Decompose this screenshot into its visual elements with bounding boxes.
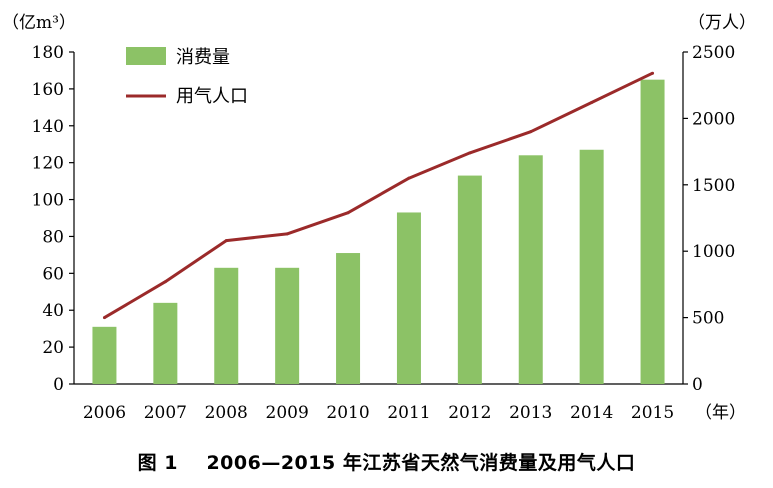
x-tick-label-2007: 2007 <box>144 403 187 423</box>
legend-label-population: 用气人口 <box>176 86 248 107</box>
point-2007 <box>163 280 167 284</box>
legend-label-consumption: 消费量 <box>176 47 230 68</box>
left-tick-label: 120 <box>32 154 64 174</box>
point-2009 <box>285 232 289 236</box>
point-2008 <box>224 239 228 243</box>
x-tick-label-2015: 2015 <box>631 403 674 423</box>
left-tick-label: 140 <box>32 117 64 137</box>
left-tick-label: 40 <box>42 301 64 321</box>
right-tick-label: 1500 <box>692 176 735 196</box>
point-2012 <box>468 151 472 155</box>
point-2010 <box>346 211 350 215</box>
x-tick-label-2014: 2014 <box>570 403 613 423</box>
bar-2009 <box>275 267 300 384</box>
legend-swatch-consumption <box>126 47 166 65</box>
bar-2015 <box>640 79 665 385</box>
left-tick-label: 80 <box>42 227 64 247</box>
bar-2010 <box>336 253 361 384</box>
figure-caption: 图 1 2006—2015 年江苏省天然气消费量及用气人口 <box>0 448 773 475</box>
x-tick-label-2012: 2012 <box>448 403 491 423</box>
bar-2014 <box>579 149 604 384</box>
left-tick-label: 100 <box>32 191 64 211</box>
figure-title: 2006—2015 年江苏省天然气消费量及用气人口 <box>206 452 636 474</box>
population-line-series <box>102 71 655 320</box>
left-tick-label: 20 <box>42 338 64 358</box>
figure-number: 图 1 <box>137 452 178 474</box>
point-2013 <box>529 130 533 134</box>
legend: 消费量 用气人口 <box>126 47 248 107</box>
x-tick-label-2013: 2013 <box>509 403 552 423</box>
right-tick-label: 1000 <box>692 242 735 262</box>
bar-2012 <box>457 175 482 384</box>
right-tick-label: 2000 <box>692 109 735 129</box>
bar-2006 <box>92 326 117 384</box>
consumption-bars <box>92 79 665 385</box>
bar-2013 <box>518 155 543 384</box>
point-2015 <box>651 71 655 75</box>
right-tick-label: 0 <box>692 375 703 395</box>
left-tick-label: 180 <box>32 43 64 63</box>
right-tick-label: 500 <box>692 309 724 329</box>
bar-2008 <box>214 267 239 384</box>
bar-2011 <box>396 212 421 384</box>
right-axis-unit: （万人） <box>688 13 756 33</box>
left-tick-label: 160 <box>32 80 64 100</box>
population-line <box>103 71 654 319</box>
x-tick-label-2008: 2008 <box>205 403 248 423</box>
point-2006 <box>102 316 106 320</box>
right-tick-labels: 0 500 1000 1500 2000 2500 <box>683 43 735 395</box>
x-tick-label-2006: 2006 <box>83 403 126 423</box>
left-axis-unit: （亿m³） <box>2 13 76 33</box>
x-tick-label-2009: 2009 <box>266 403 309 423</box>
point-2011 <box>407 176 411 180</box>
x-tick-label-2011: 2011 <box>387 403 430 423</box>
point-2014 <box>590 100 594 104</box>
category-tick-labels: 2006 2007 2008 2009 2010 2011 2012 2013 2014 2015 <box>83 403 674 423</box>
left-tick-label: 60 <box>42 264 64 284</box>
x-axis-unit: （年） <box>695 403 746 423</box>
left-tick-labels: 0 20 40 60 80 100 120 140 160 180 <box>32 43 74 395</box>
left-tick-label: 0 <box>53 375 64 395</box>
bar-2007 <box>153 302 178 384</box>
right-tick-label: 2500 <box>692 43 735 63</box>
x-tick-label-2010: 2010 <box>326 403 369 423</box>
